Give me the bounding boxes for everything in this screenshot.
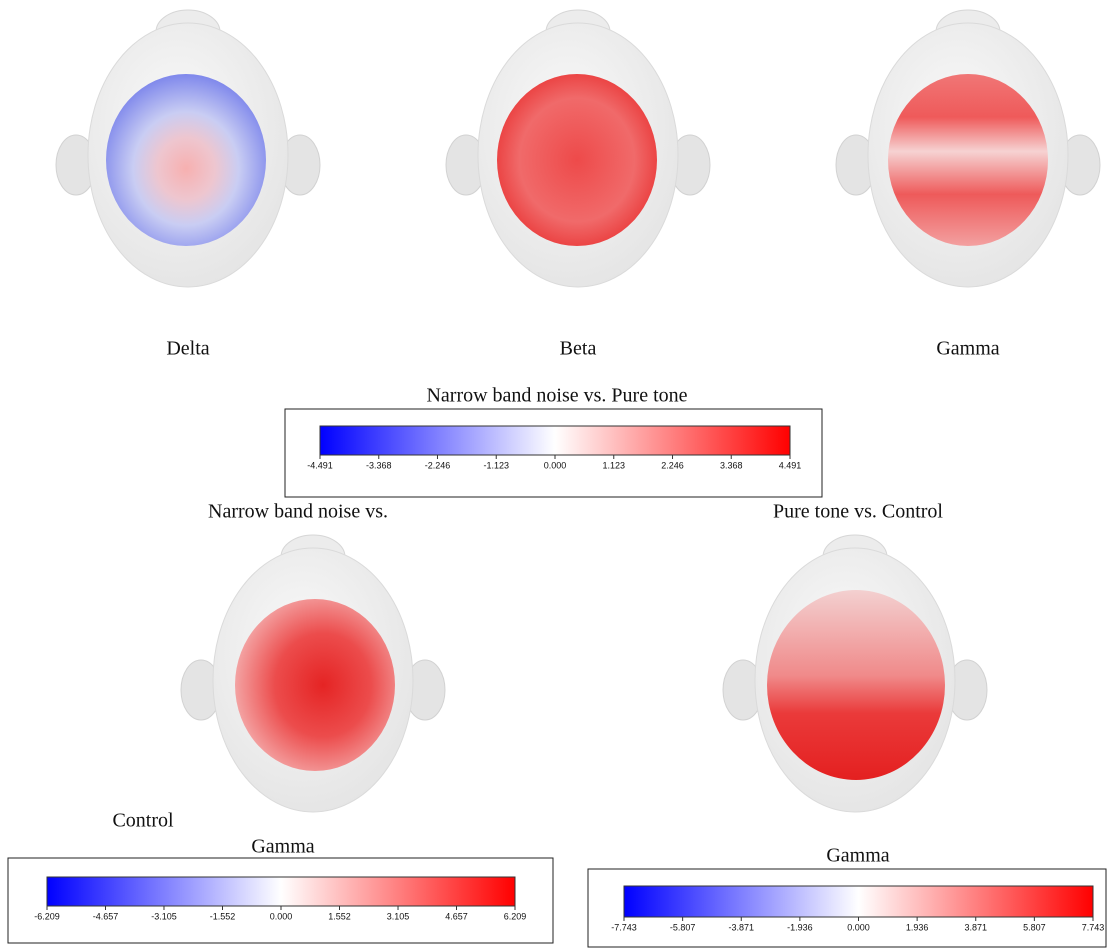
head-map-delta bbox=[56, 10, 320, 287]
panel-title: Control bbox=[112, 810, 174, 832]
colorbar-gradient bbox=[320, 426, 790, 455]
map-label: Beta bbox=[560, 338, 597, 360]
map-label: Delta bbox=[166, 338, 209, 360]
colorbar-tick-label: 6.209 bbox=[504, 911, 527, 921]
colorbar-tick-label: -2.246 bbox=[425, 460, 451, 470]
panel-title: Pure tone vs. Control bbox=[773, 501, 943, 523]
colorbar-tick-label: 7.743 bbox=[1082, 922, 1105, 932]
colorbar-gradient bbox=[624, 886, 1093, 917]
colorbar-tick-label: -3.368 bbox=[366, 460, 392, 470]
colorbar-tick-label: -1.936 bbox=[787, 922, 813, 932]
head-map-beta bbox=[446, 10, 710, 287]
colorbar-tick-label: -4.491 bbox=[307, 460, 333, 470]
colorbar-tick-label: 0.000 bbox=[847, 922, 870, 932]
map-label: Gamma bbox=[251, 836, 314, 858]
head-map-bottom-left bbox=[181, 535, 445, 812]
figure: Delta Beta Gamma Narrow band noise vs. P… bbox=[0, 0, 1111, 950]
colorbar-tick-label: -6.209 bbox=[34, 911, 60, 921]
colorbar-tick-label: 4.491 bbox=[779, 460, 802, 470]
colorbar-tick-label: -7.743 bbox=[611, 922, 637, 932]
colorbar-tick-label: -5.807 bbox=[670, 922, 696, 932]
colorbar-tick-label: 1.552 bbox=[328, 911, 351, 921]
colorbar-tick-label: 3.368 bbox=[720, 460, 743, 470]
map-label: Gamma bbox=[826, 845, 889, 867]
head-map-bottom-right bbox=[723, 535, 987, 812]
colorbar-tick-label: 3.871 bbox=[964, 922, 987, 932]
colorbar-tick-label: -3.105 bbox=[151, 911, 177, 921]
colorbar-gradient bbox=[47, 877, 515, 906]
head-map-gamma bbox=[836, 10, 1100, 287]
colorbar-tick-label: 5.807 bbox=[1023, 922, 1046, 932]
colorbar-tick-label: 4.657 bbox=[445, 911, 468, 921]
colorbar-tick-label: 0.000 bbox=[270, 911, 293, 921]
colorbar-tick-label: 1.936 bbox=[906, 922, 929, 932]
colorbar-tick-label: -1.123 bbox=[483, 460, 509, 470]
colorbar-title: Narrow band noise vs. Pure tone bbox=[426, 385, 687, 407]
panel-title: Narrow band noise vs. bbox=[208, 501, 388, 523]
colorbar-tick-label: 0.000 bbox=[544, 460, 567, 470]
colorbar-tick-label: 3.105 bbox=[387, 911, 410, 921]
colorbar-tick-label: -3.871 bbox=[728, 922, 754, 932]
map-label: Gamma bbox=[936, 338, 999, 360]
colorbar-tick-label: 2.246 bbox=[661, 460, 684, 470]
colorbar-tick-label: -1.552 bbox=[210, 911, 236, 921]
colorbar-tick-label: 1.123 bbox=[602, 460, 625, 470]
colorbar-tick-label: -4.657 bbox=[93, 911, 119, 921]
